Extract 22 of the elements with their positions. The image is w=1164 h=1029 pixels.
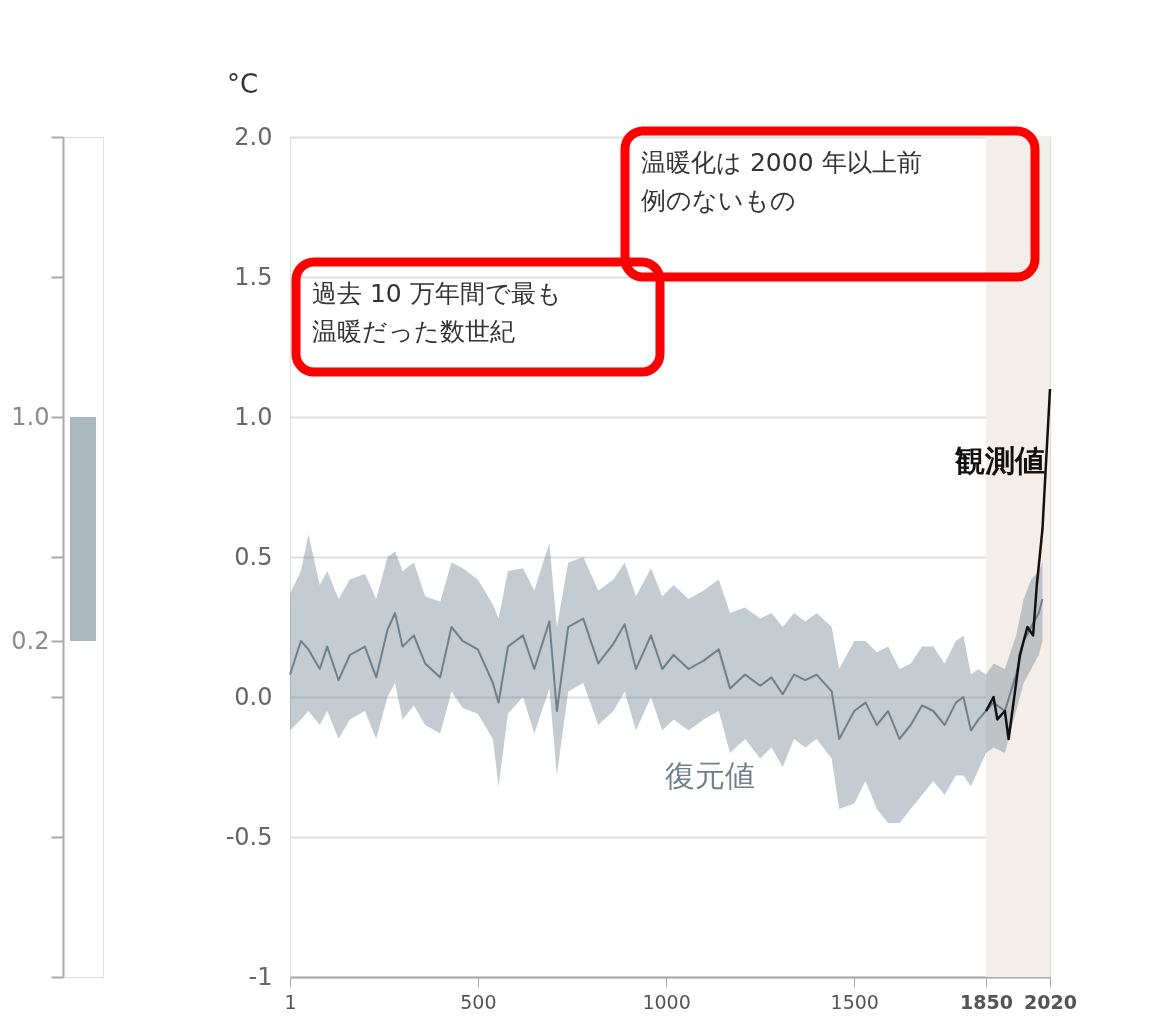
x-tick-label: 1500 (830, 990, 879, 1013)
y-tick-label: 1.5 (234, 262, 273, 291)
y-tick-label: -1 (248, 962, 273, 991)
y-tick-label: 2.0 (234, 122, 273, 151)
x-tick-label: 1 (284, 990, 297, 1013)
y-tick-label: -0.5 (225, 822, 273, 851)
line-series (984, 387, 1052, 741)
y-tick-label: 0.5 (234, 542, 273, 571)
y-axis-title: °C (226, 68, 259, 99)
annotation: 温暖化は 2000 年以上前例のないもの (641, 148, 922, 215)
x-tick-label: 2020 (1024, 990, 1077, 1013)
y-tick-label: 0.2 (11, 626, 50, 655)
y-tick-label: 1.0 (234, 402, 273, 431)
y-tick-label: 1.0 (11, 402, 50, 431)
annotation: 過去 10 万年間で最も温暖だった数世紀 (312, 279, 562, 346)
x-tick-label: 1000 (642, 990, 691, 1013)
series-label: 観測値 (954, 443, 1045, 478)
line-series (289, 598, 1044, 740)
x-tick-label: 1850 (960, 990, 1013, 1013)
text: 復元値 (665, 758, 755, 793)
x-tick-label: 500 (460, 990, 497, 1013)
y-tick-label: 0.0 (234, 682, 273, 711)
